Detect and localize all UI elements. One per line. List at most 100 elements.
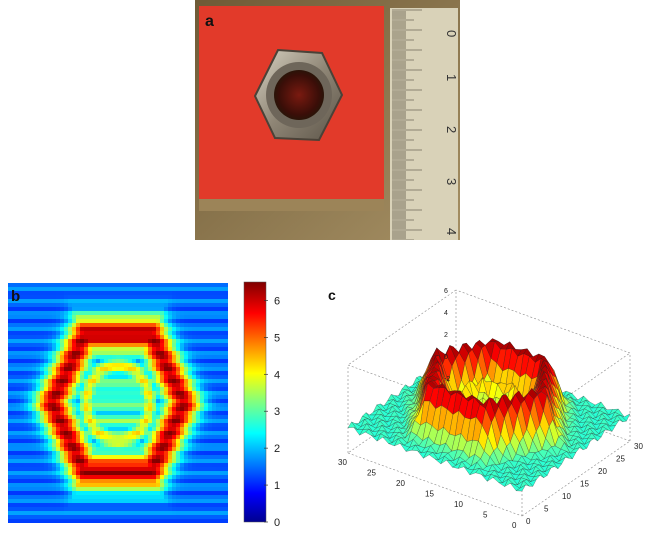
heatmap-cell [24,363,29,368]
ruler-label: 1 [444,74,459,81]
heatmap-cell [148,347,153,352]
heatmap-cell [44,355,49,360]
heatmap-cell [152,315,157,320]
heatmap-cell [36,491,41,496]
heatmap-cell [192,351,197,356]
heatmap-cell [136,383,141,388]
z-tick-label: -2 [444,376,450,383]
heatmap-cell [212,491,217,496]
heatmap-cell [116,363,121,368]
heatmap-cell [60,331,65,336]
heatmap-cell [108,327,113,332]
heatmap-cell [168,515,173,520]
heatmap-cell [32,319,37,324]
heatmap-cell [148,299,153,304]
heatmap-cell [88,335,93,340]
heatmap-cell [56,339,61,344]
heatmap-cell [184,383,189,388]
heatmap-cell [60,399,65,404]
heatmap-cell [80,511,85,516]
heatmap-cell [120,467,125,472]
heatmap-cell [8,283,13,288]
heatmap-cell [156,455,161,460]
heatmap-cell [80,431,85,436]
heatmap-cell [180,291,185,296]
heatmap-cell [80,307,85,312]
heatmap-cell [56,471,61,476]
heatmap-cell [20,503,25,508]
heatmap-cell [220,491,225,496]
heatmap-cell [188,447,193,452]
heatmap-cell [68,299,73,304]
heatmap-cell [20,447,25,452]
heatmap-cell [36,443,41,448]
heatmap-cell [76,475,81,480]
heatmap-cell [192,371,197,376]
heatmap-cell [12,299,17,304]
heatmap-cell [212,303,217,308]
heatmap-cell [164,307,169,312]
heatmap-cell [28,515,33,520]
heatmap-cell [176,311,181,316]
heatmap-cell [196,335,201,340]
heatmap-cell [212,495,217,500]
heatmap-cell [212,419,217,424]
heatmap-cell [56,507,61,512]
heatmap-cell [116,511,121,516]
heatmap-cell [72,363,77,368]
heatmap-cell [12,431,17,436]
heatmap-cell [16,351,21,356]
heatmap-cell [156,379,161,384]
heatmap-cell [60,431,65,436]
heatmap-cell [220,359,225,364]
heatmap-cell [188,487,193,492]
heatmap-cell [80,427,85,432]
heatmap-cell [108,507,113,512]
heatmap-cell [184,287,189,292]
heatmap-cell [92,475,97,480]
heatmap-cell [116,359,121,364]
heatmap-cell [76,519,81,523]
heatmap-cell [140,319,145,324]
heatmap-cell [132,355,137,360]
heatmap-cell [172,447,177,452]
heatmap-cell [112,327,117,332]
heatmap-cell [28,379,33,384]
heatmap-cell [184,323,189,328]
heatmap-cell [80,375,85,380]
heatmap-cell [20,507,25,512]
heatmap-cell [192,327,197,332]
heatmap-cell [132,451,137,456]
heatmap-cell [92,431,97,436]
heatmap-cell [212,499,217,504]
heatmap-cell [104,347,109,352]
heatmap-cell [56,391,61,396]
heatmap-cell [80,287,85,292]
heatmap-cell [88,371,93,376]
y-tick-label: 20 [598,467,607,476]
heatmap-cell [16,455,21,460]
heatmap-cell [100,339,105,344]
heatmap-cell [136,435,141,440]
heatmap-cell [124,295,129,300]
heatmap-cell [128,395,133,400]
heatmap-cell [156,359,161,364]
heatmap-cell [112,359,117,364]
heatmap-cell [28,403,33,408]
x-tick-label: 15 [425,490,434,499]
heatmap-cell [224,355,228,360]
heatmap-cell [140,295,145,300]
heatmap-cell [12,287,17,292]
heatmap-cell [120,407,125,412]
heatmap-cell [84,383,89,388]
heatmap-cell [116,395,121,400]
heatmap-cell [60,459,65,464]
heatmap-cell [60,451,65,456]
heatmap-cell [180,475,185,480]
heatmap-cell [208,467,213,472]
heatmap-cell [192,347,197,352]
heatmap-cell [44,463,49,468]
heatmap-cell [220,495,225,500]
heatmap-cell [152,463,157,468]
heatmap-cell [104,475,109,480]
